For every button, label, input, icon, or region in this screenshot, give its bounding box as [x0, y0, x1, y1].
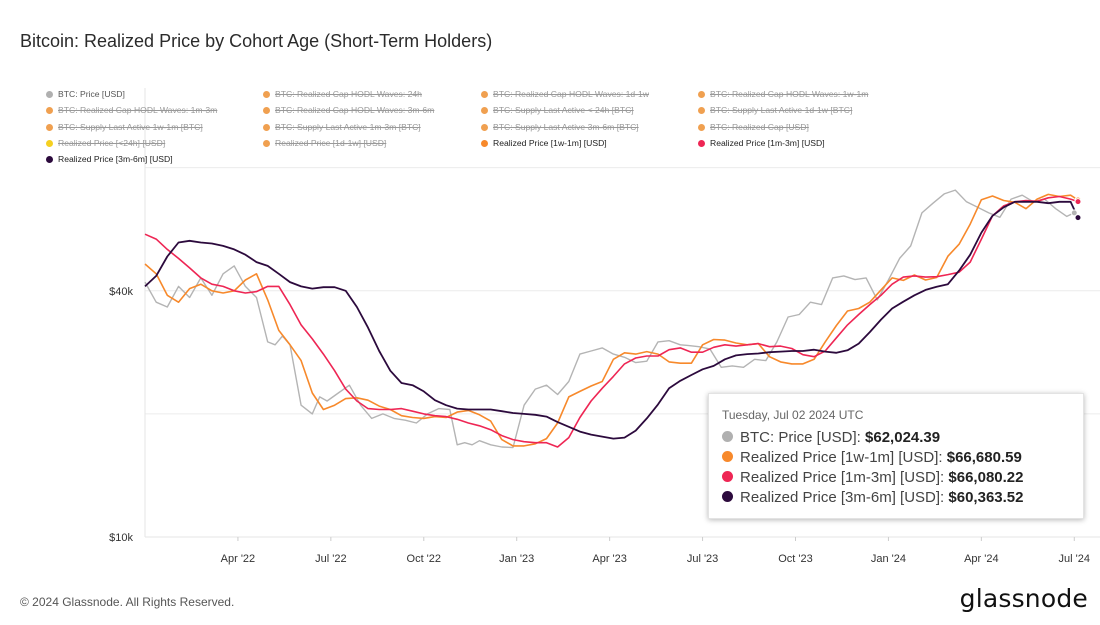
legend-item[interactable]: BTC: Supply Last Active 1m-3m [BTC] [263, 122, 421, 133]
series-line-0 [144, 189, 1075, 449]
legend-dot-icon [46, 139, 53, 147]
legend-item[interactable]: BTC: Supply Last Active 1d-1w [BTC] [698, 105, 852, 116]
legend-dot-icon [46, 123, 53, 131]
x-tick-label: Jul '22 [315, 553, 346, 565]
x-tick-label: Jul '23 [687, 553, 718, 565]
legend-item[interactable]: BTC: Supply Last Active < 24h [BTC] [481, 105, 634, 116]
x-tick-label: Oct '23 [778, 553, 813, 565]
x-tick-label: Jan '23 [499, 553, 534, 565]
legend-item[interactable]: BTC: Price [USD] [46, 89, 125, 100]
legend-dot-icon [46, 91, 53, 98]
legend-dot-icon [481, 107, 488, 115]
x-tick-label: Jul '24 [1059, 553, 1090, 565]
x-tick-label: Apr '23 [592, 553, 627, 565]
tooltip-dot-icon [722, 471, 733, 482]
legend-dot-icon [481, 91, 488, 98]
series-line-1 [144, 193, 1079, 447]
y-tick-label: $40k [109, 286, 133, 298]
tooltip-dot-icon [722, 451, 733, 462]
legend-dot-icon [46, 156, 53, 164]
legend-item[interactable]: BTC: Supply Last Active 3m-6m [BTC] [481, 122, 639, 133]
hover-tooltip: Tuesday, Jul 02 2024 UTC BTC: Price [USD… [708, 393, 1084, 519]
legend-dot-icon [263, 91, 270, 98]
chart-title: Bitcoin: Realized Price by Cohort Age (S… [20, 31, 493, 51]
x-tick-label: Apr '22 [221, 553, 256, 565]
legend-item[interactable]: BTC: Realized Cap [USD] [698, 122, 809, 133]
legend-item[interactable]: Realized Price [3m-6m] [USD] [46, 154, 173, 165]
legend-dot-icon [263, 139, 270, 147]
legend-dot-icon [698, 107, 705, 115]
hover-point-2 [1074, 198, 1082, 206]
glassnode-logo: glassnode [959, 584, 1088, 613]
tooltip-date: Tuesday, Jul 02 2024 UTC [722, 408, 864, 422]
legend-dot-icon [698, 91, 705, 98]
legend-item[interactable]: Realized Price [<24h] [USD] [46, 138, 165, 149]
copyright-footer: © 2024 Glassnode. All Rights Reserved. [20, 595, 235, 609]
x-tick-label: Oct '22 [407, 553, 442, 565]
tooltip-row-1m-3m: Realized Price [1m-3m] [USD]: $66,080.22 [722, 469, 1023, 486]
legend-item[interactable]: BTC: Realized Cap HODL Waves: 3m-6m [263, 105, 434, 116]
legend-item[interactable]: Realized Price [1m-3m] [USD] [698, 138, 825, 149]
legend-dot-icon [263, 107, 270, 115]
legend-dot-icon [481, 139, 488, 147]
hover-point-0 [1070, 209, 1078, 217]
x-tick-label: Apr '24 [964, 553, 999, 565]
legend-dot-icon [698, 139, 705, 147]
hover-point-3 [1074, 214, 1082, 222]
tooltip-row-1w-1m: Realized Price [1w-1m] [USD]: $66,680.59 [722, 449, 1022, 466]
series-line-2 [144, 195, 1079, 448]
y-tick-label: $10k [109, 532, 133, 544]
legend-dot-icon [46, 107, 53, 115]
legend-dot-icon [481, 123, 488, 131]
x-tick-label: Jan '24 [871, 553, 906, 565]
legend-dot-icon [698, 123, 705, 131]
legend-item[interactable]: Realized Price [1w-1m] [USD] [481, 138, 607, 149]
legend-item[interactable]: BTC: Realized Cap HODL Waves: 1m-3m [46, 105, 217, 116]
legend-item[interactable]: BTC: Realized Cap HODL Waves: 1w-1m [698, 89, 868, 100]
tooltip-row-3m-6m: Realized Price [3m-6m] [USD]: $60,363.52 [722, 489, 1023, 506]
tooltip-dot-icon [722, 491, 733, 502]
tooltip-dot-icon [722, 431, 733, 442]
legend-item[interactable]: Realized Price [1d-1w] [USD] [263, 138, 386, 149]
legend-dot-icon [263, 123, 270, 131]
series-line-3 [144, 200, 1079, 440]
legend-item[interactable]: BTC: Realized Cap HODL Waves: 1d-1w [481, 89, 649, 100]
tooltip-row-btc-price: BTC: Price [USD]: $62,024.39 [722, 429, 940, 446]
legend-item[interactable]: BTC: Supply Last Active 1w-1m [BTC] [46, 122, 203, 133]
legend-item[interactable]: BTC: Realized Cap HODL Waves: 24h [263, 89, 422, 100]
